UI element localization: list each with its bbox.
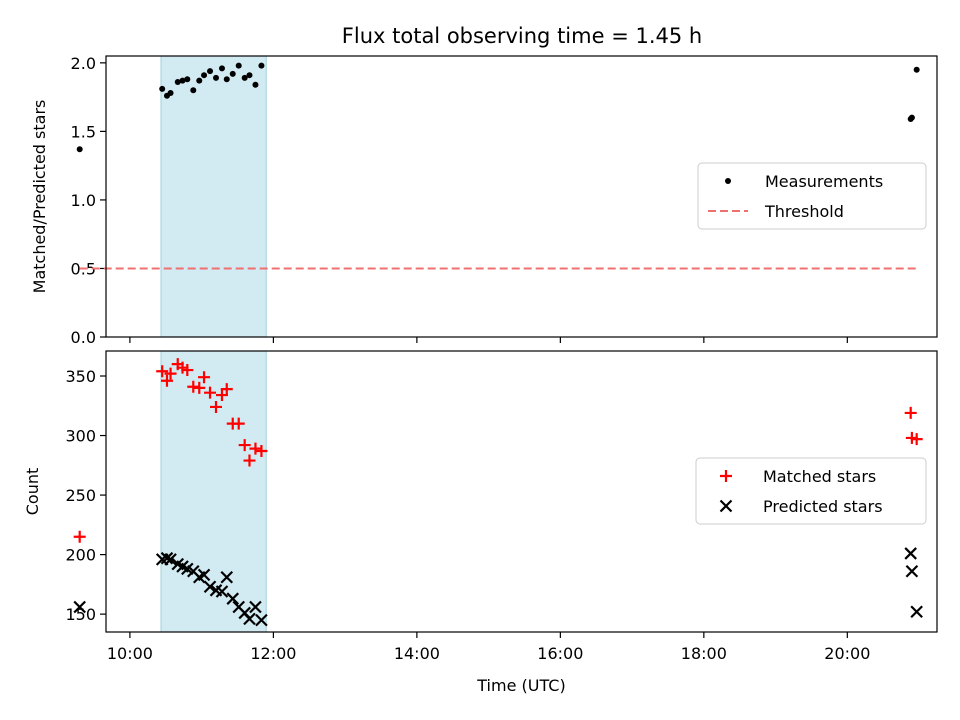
data-point <box>213 74 220 81</box>
y-tick-label: 300 <box>65 427 96 446</box>
series-matched-stars <box>73 358 923 543</box>
data-point <box>910 433 923 446</box>
data-point <box>160 374 173 387</box>
x-tick-label: 10:00 <box>107 644 153 663</box>
data-point <box>258 62 265 69</box>
data-point <box>241 74 248 81</box>
data-point <box>207 68 214 75</box>
data-point <box>238 439 251 452</box>
data-point <box>913 66 920 73</box>
data-point <box>220 383 233 396</box>
data-point <box>164 367 177 380</box>
data-point <box>156 365 169 378</box>
data-point <box>184 76 191 83</box>
y-tick-label: 0.0 <box>71 328 96 347</box>
y-tick-label: 1.5 <box>71 122 96 141</box>
data-point <box>235 62 242 69</box>
data-point <box>197 568 211 582</box>
data-point <box>220 570 234 584</box>
data-point <box>160 551 174 565</box>
x-tick-label: 16:00 <box>537 644 583 663</box>
data-point <box>229 70 236 77</box>
x-tick-label: 18:00 <box>681 644 727 663</box>
data-point <box>246 72 253 79</box>
data-point <box>203 580 217 594</box>
y-tick-label: 1.0 <box>71 191 96 210</box>
observing-window-band <box>160 350 267 633</box>
legend-label: Threshold <box>764 202 844 221</box>
legend-box <box>695 457 927 525</box>
legend-label: Matched stars <box>763 467 876 486</box>
data-point <box>174 79 181 86</box>
y-tick-label: 350 <box>65 367 96 386</box>
data-point <box>908 114 915 121</box>
y-axis-label: Count <box>23 468 42 516</box>
x-tick-label: 20:00 <box>824 644 870 663</box>
data-point <box>204 386 217 399</box>
axes-frame <box>105 350 938 633</box>
legend-marker <box>719 499 733 513</box>
data-point <box>193 381 206 394</box>
data-point <box>159 85 166 92</box>
data-point <box>181 364 194 377</box>
data-point <box>215 585 229 598</box>
x-tick-label: 12:00 <box>250 644 296 663</box>
x-tick-label: 14:00 <box>394 644 440 663</box>
data-point <box>164 553 177 566</box>
y-tick-label: 250 <box>65 486 96 505</box>
y-tick-label: 200 <box>65 546 96 565</box>
data-point <box>76 146 83 153</box>
data-point <box>904 406 917 419</box>
data-point <box>255 613 268 627</box>
data-point <box>249 442 262 455</box>
data-point <box>243 612 256 626</box>
legend-label: Measurements <box>765 172 883 191</box>
data-point <box>196 77 203 84</box>
legend-marker <box>725 178 731 184</box>
figure-title: Flux total observing time = 1.45 h <box>342 24 702 48</box>
data-point <box>73 530 86 543</box>
legend: Matched stars Predicted stars <box>695 457 927 525</box>
data-point <box>198 371 211 384</box>
series-measurements <box>76 62 920 153</box>
data-point <box>73 600 86 614</box>
data-point <box>179 77 186 84</box>
data-point <box>255 445 268 458</box>
data-point <box>249 600 262 614</box>
series-predicted-stars <box>73 547 923 627</box>
data-point <box>210 400 223 413</box>
data-point <box>226 592 240 605</box>
data-point <box>190 87 197 94</box>
legend: Measurements Threshold <box>697 162 927 230</box>
data-point <box>167 90 174 97</box>
axes-frame <box>105 55 938 338</box>
data-point <box>218 65 225 72</box>
data-point <box>243 454 256 467</box>
legend-label: Predicted stars <box>763 497 883 516</box>
data-point <box>232 417 245 430</box>
y-axis-label: Matched/Predicted stars <box>30 100 49 294</box>
data-point <box>252 81 259 88</box>
bottom-panel-counts: 10:00 12:00 14:00 16:00 18:00 20:00 150 200 250 3… <box>23 350 938 695</box>
data-point <box>904 547 917 560</box>
data-point <box>910 605 923 619</box>
data-point <box>187 380 200 393</box>
x-axis-label: Time (UTC) <box>476 676 565 695</box>
legend-box <box>697 162 927 230</box>
observing-window-band <box>160 55 267 338</box>
data-point <box>223 76 230 83</box>
legend-marker <box>720 470 732 482</box>
y-tick-label: 150 <box>65 605 96 624</box>
y-tick-label: 2.0 <box>71 54 96 73</box>
data-point <box>201 72 208 79</box>
data-point <box>905 564 919 578</box>
